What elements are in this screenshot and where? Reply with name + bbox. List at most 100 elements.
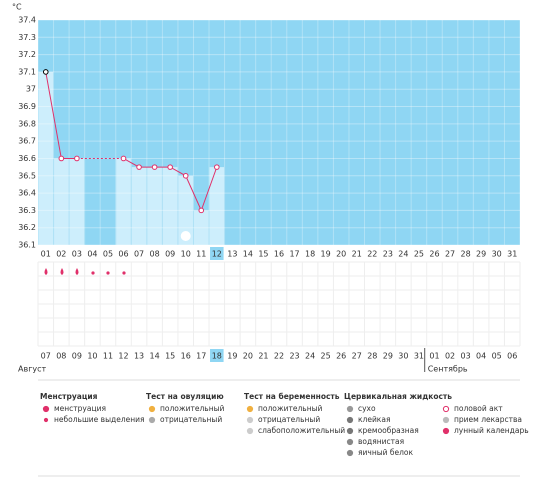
date-label: 25 <box>321 352 331 361</box>
date-label: 15 <box>165 352 175 361</box>
day-column <box>69 158 85 245</box>
legend-item: небольшие выделения <box>54 415 145 424</box>
y-tick-label: 36.8 <box>18 119 36 128</box>
legend-icon <box>43 417 49 423</box>
date-label: 28 <box>367 352 377 361</box>
y-tick-label: 36.4 <box>18 189 36 198</box>
legend-item: водянистая <box>358 437 404 446</box>
date-label: 07 <box>41 352 51 361</box>
x-tick-label: 16 <box>274 250 284 259</box>
unit-label: °C <box>12 3 22 12</box>
date-label: 19 <box>227 352 237 361</box>
x-tick-label: 26 <box>429 250 439 259</box>
y-tick-label: 36.7 <box>18 137 36 146</box>
legend-item: положительный <box>160 404 225 413</box>
x-tick-label: 22 <box>367 250 377 259</box>
date-label: 18 <box>212 352 222 361</box>
point <box>182 172 189 179</box>
legend-item: слабоположительный <box>258 426 345 435</box>
date-label: 12 <box>118 352 128 361</box>
point <box>74 155 80 162</box>
x-tick-label: 25 <box>414 250 424 259</box>
legend-item: отрицательный <box>160 415 222 424</box>
legend-icon <box>442 416 450 424</box>
legend-icon <box>346 405 354 413</box>
date-label: 04 <box>476 352 486 361</box>
selected-date <box>210 349 224 362</box>
x-tick-label: 11 <box>196 250 206 259</box>
date-label: 17 <box>196 352 206 361</box>
legend-icon <box>42 405 50 413</box>
point <box>136 164 142 170</box>
point <box>151 164 158 170</box>
x-tick-label: 08 <box>150 250 160 259</box>
date-label: 08 <box>56 352 66 361</box>
x-tick-label: 23 <box>383 250 393 259</box>
x-tick-label: 19 <box>321 250 331 259</box>
point <box>120 155 127 162</box>
legend-title: Тест на овуляцию <box>146 392 224 401</box>
legend-icon <box>246 427 254 435</box>
plot-area <box>38 20 520 245</box>
legend-item: яичный белок <box>358 448 414 457</box>
x-tick-label: 17 <box>289 250 299 259</box>
x-tick-label: 28 <box>460 250 470 259</box>
legend-item: менструация <box>54 404 106 413</box>
y-tick-label: 36.1 <box>18 241 36 250</box>
drop-small <box>106 271 110 275</box>
x-tick-label: 10 <box>181 250 191 259</box>
x-tick-label: 02 <box>56 250 66 259</box>
legend-item: сухо <box>358 404 376 413</box>
legend-item: половой акт <box>454 404 503 413</box>
x-tick-label: 29 <box>476 250 486 259</box>
date-label: 02 <box>445 352 455 361</box>
drop <box>75 268 79 275</box>
drop-small <box>91 271 95 275</box>
y-tick-label: 37.1 <box>18 67 36 76</box>
legend-icon <box>346 438 354 446</box>
legend-icon <box>148 416 156 424</box>
month-label: Сентябрь <box>428 365 468 374</box>
date-label: 30 <box>398 352 408 361</box>
menstruation-row <box>44 268 126 275</box>
x-tick-label: 15 <box>258 250 268 259</box>
day-column <box>178 175 193 245</box>
date-label: 24 <box>305 352 315 361</box>
y-tick-label: 37.2 <box>18 50 36 59</box>
date-label: 10 <box>87 352 97 361</box>
x-tick-label: 31 <box>507 250 517 259</box>
day-column <box>209 167 225 245</box>
day-column <box>193 210 209 245</box>
x-tick-label: 04 <box>87 250 97 259</box>
day-column <box>38 71 54 245</box>
date-label: 26 <box>336 352 346 361</box>
y-tick-label: 37 <box>26 85 36 94</box>
y-tick-label: 36.5 <box>18 171 36 180</box>
date-label: 27 <box>352 352 362 361</box>
month-label: Август <box>18 365 47 374</box>
y-tick-label: 37.3 <box>18 33 36 42</box>
y-tick-label: 37.4 <box>18 16 36 25</box>
date-label: 23 <box>289 352 299 361</box>
x-tick-label: 24 <box>398 250 408 259</box>
drop <box>44 268 48 275</box>
x-tick-label: 01 <box>41 250 51 259</box>
x-tick-label: 14 <box>243 250 253 259</box>
date-label: 13 <box>134 352 144 361</box>
x-tick-label: 05 <box>103 250 113 259</box>
legend-title: Цервикальная жидкость <box>344 392 452 401</box>
date-label: 22 <box>274 352 284 361</box>
date-label: 05 <box>492 352 502 361</box>
x-tick-label: 12 <box>212 250 222 259</box>
y-tick-label: 36.9 <box>18 102 36 111</box>
point <box>167 164 173 170</box>
date-label: 14 <box>150 352 160 361</box>
legend-icon <box>246 405 254 413</box>
drop-small <box>122 271 126 275</box>
x-tick-label: 13 <box>227 250 237 259</box>
legend-icon <box>442 405 450 413</box>
date-label: 20 <box>243 352 253 361</box>
y-tick-label: 36.6 <box>18 154 36 163</box>
point <box>198 207 205 214</box>
